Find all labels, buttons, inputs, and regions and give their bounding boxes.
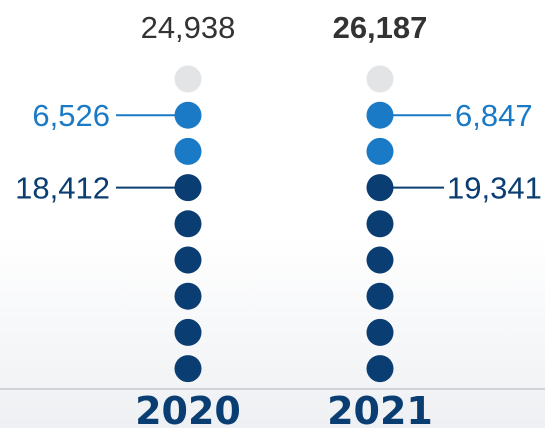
dot-2020-1 [174, 65, 202, 93]
total-label-2021: 26,187 [333, 10, 428, 45]
dot-2020-3 [174, 137, 202, 165]
category-label-2020: 2020 [135, 389, 241, 428]
total-label-2020: 24,938 [141, 10, 236, 45]
dot-2020-8 [174, 318, 202, 346]
value-label-2021-1: 6,847 [455, 98, 533, 133]
category-label-2021: 2021 [327, 389, 433, 428]
dot-2021-1 [366, 65, 394, 93]
dot-2021-3 [366, 137, 394, 165]
dot-2020-6 [174, 246, 202, 274]
dot-2021-9 [366, 355, 394, 383]
value-label-2020-1: 6,526 [32, 98, 110, 133]
value-label-2021-2: 19,341 [447, 171, 542, 206]
dot-2020-5 [174, 210, 202, 238]
dot-2021-5 [366, 210, 394, 238]
dot-2020-9 [174, 355, 202, 383]
dot-2021-6 [366, 246, 394, 274]
dot-2021-8 [366, 318, 394, 346]
value-label-2020-2: 18,412 [15, 171, 110, 206]
dot-2021-7 [366, 282, 394, 310]
dot-2020-7 [174, 282, 202, 310]
